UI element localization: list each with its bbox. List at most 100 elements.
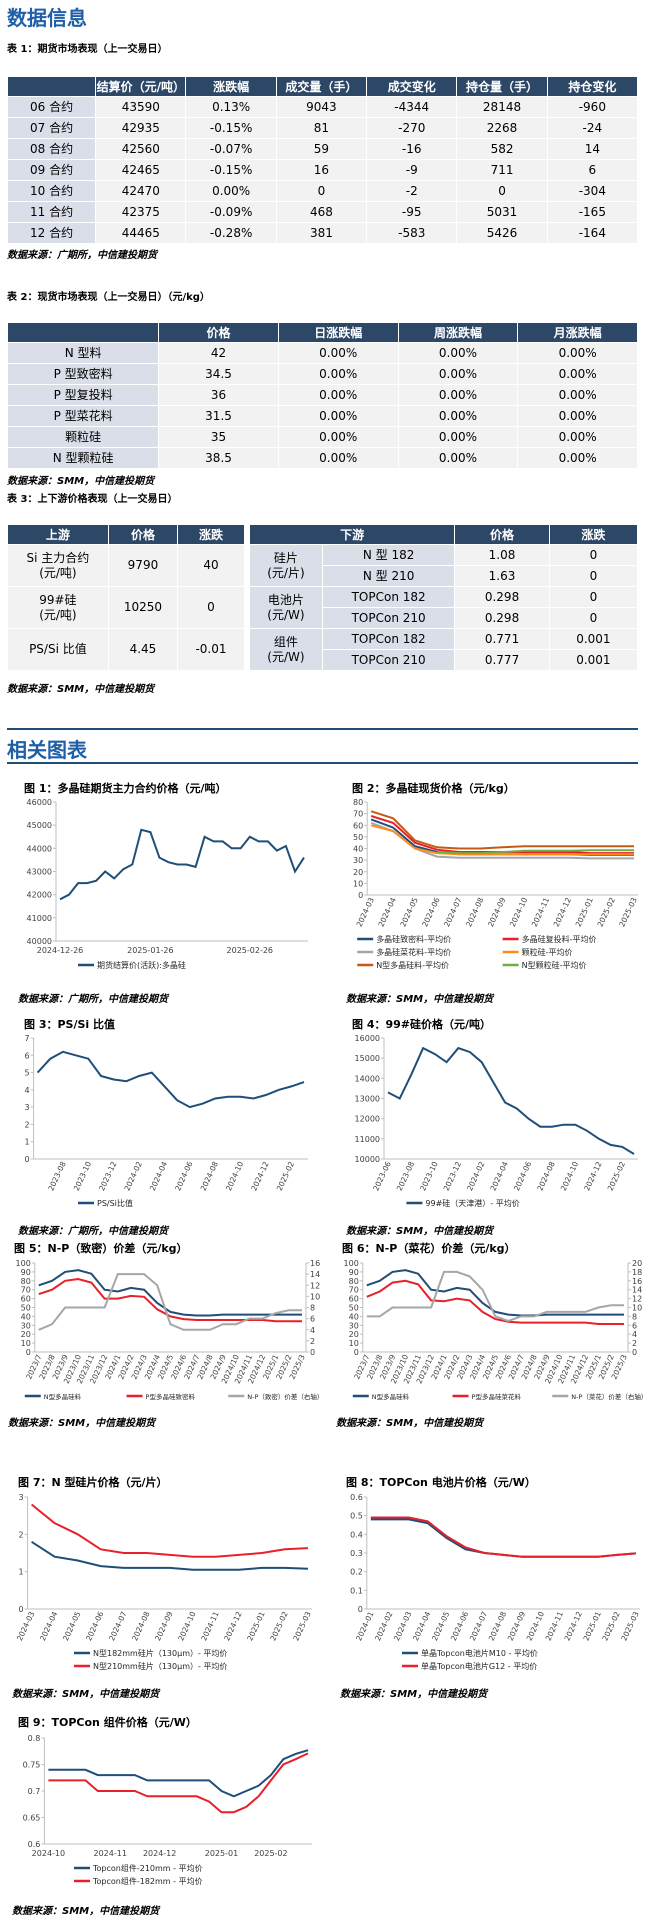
y-tick-label: 0.4 bbox=[350, 1530, 363, 1539]
legend-label: 颗粒硅-平均价 bbox=[522, 947, 573, 957]
table-cell: 0.00% bbox=[397, 426, 519, 448]
x-tick-label: 2024-08 bbox=[535, 1160, 556, 1192]
x-tick-label: 2024-12 bbox=[249, 1160, 270, 1192]
y-tick-label: 0.1 bbox=[350, 1586, 363, 1595]
y-tick-label: 15000 bbox=[355, 1054, 380, 1063]
table-cell: -9 bbox=[366, 159, 458, 181]
table-cell: -0.15% bbox=[185, 117, 277, 139]
y-tick-label: 44000 bbox=[27, 844, 52, 853]
x-tick-label: 2024-12 bbox=[563, 1610, 584, 1642]
x-tick-label: 2024-06 bbox=[84, 1610, 105, 1642]
table-cell: 0.00% bbox=[517, 342, 638, 364]
x-tick-label: 2025-02 bbox=[275, 1160, 296, 1192]
header-row: 价格 日涨跌幅 周涨跌幅 月涨跌幅 bbox=[6, 322, 638, 343]
y-tick-label: 12000 bbox=[355, 1115, 380, 1124]
table-cell: 5426 bbox=[456, 222, 548, 244]
x-tick-label: 2025-01 bbox=[245, 1610, 266, 1642]
data-table: 价格 日涨跌幅 周涨跌幅 月涨跌幅 N 型料 42 0.00% 0.00% 0.00% P 型致密… bbox=[6, 322, 638, 469]
divider bbox=[7, 728, 638, 730]
table-cell: -0.28% bbox=[185, 222, 277, 244]
x-tick-label: 2024-10 bbox=[508, 896, 529, 928]
y-tick-label: 60 bbox=[353, 821, 363, 830]
y-tick-label: 90 bbox=[21, 1268, 31, 1277]
table-cell: P 型复投料 bbox=[6, 384, 160, 406]
y-tick-label: 40 bbox=[21, 1312, 31, 1321]
table-cell: 1.63 bbox=[454, 565, 550, 587]
table-cell: P 型致密料 bbox=[6, 363, 160, 385]
y-tick-label: 60 bbox=[21, 1295, 31, 1304]
table-cell: N 型颗粒硅 bbox=[6, 447, 160, 469]
x-tick-label: 2024-02 bbox=[465, 1160, 486, 1192]
x-tick-label: 2024-05 bbox=[61, 1610, 82, 1642]
legend-label: N型210mm硅片（130μm）- 平均价 bbox=[93, 1661, 227, 1671]
y2-tick-label: 20 bbox=[632, 1259, 642, 1268]
table-cell: 0.001 bbox=[548, 649, 639, 671]
x-tick-label: 2024-09 bbox=[153, 1610, 174, 1642]
y2-tick-label: 12 bbox=[632, 1295, 642, 1304]
header-cell: 下游 bbox=[243, 524, 456, 545]
y-tick-label: 5 bbox=[25, 1069, 30, 1078]
series-line bbox=[38, 1273, 302, 1331]
table-cell: 582 bbox=[456, 138, 548, 160]
table-cell: 42560 bbox=[95, 138, 187, 160]
x-tick-label: 2024-03 bbox=[355, 896, 376, 928]
y2-tick-label: 18 bbox=[632, 1268, 642, 1277]
header-cell: 周涨跌幅 bbox=[397, 322, 519, 343]
table-row: TOPCon 210 0.777 0.001 bbox=[8, 649, 639, 671]
legend-label: PS/Si比值 bbox=[97, 1198, 133, 1208]
y-tick-label: 100 bbox=[16, 1259, 31, 1268]
series-line bbox=[370, 810, 634, 850]
table-row: 12 合约 44465 -0.28% 381 -583 5426 -164 bbox=[6, 222, 639, 244]
table-cell: 0.00% bbox=[517, 384, 638, 406]
x-tick-label: 2025-03 bbox=[617, 896, 638, 928]
y-tick-label: 0.5 bbox=[350, 1512, 363, 1521]
x-tick-label: 2024-12 bbox=[552, 896, 573, 928]
y-tick-label: 30 bbox=[349, 1321, 359, 1330]
table-cell: 0.00% bbox=[517, 426, 638, 448]
x-tick-label: 2025-02 bbox=[268, 1610, 289, 1642]
cell-text: (元/片) bbox=[267, 565, 305, 580]
table-cell: PS/Si 比值 bbox=[7, 628, 109, 671]
y-tick-label: 2 bbox=[19, 1530, 24, 1539]
y-tick-label: 42000 bbox=[27, 891, 52, 900]
chart-title: 图 3：PS/Si 比值 bbox=[24, 1018, 116, 1031]
table-cell: P 型菜花料 bbox=[6, 405, 160, 427]
table-cell: 42375 bbox=[95, 201, 187, 223]
y-tick-label: 70 bbox=[353, 810, 363, 819]
y-tick-label: 30 bbox=[21, 1321, 31, 1330]
table-cell: 0.00% bbox=[277, 426, 399, 448]
table-row: 06 合约 43590 0.13% 9043 -4344 28148 -960 bbox=[6, 96, 639, 118]
table-cell: 42470 bbox=[95, 180, 187, 202]
x-tick-label: 2024-08 bbox=[487, 1610, 508, 1642]
table-row: 11 合约 42375 -0.09% 468 -95 5031 -165 bbox=[6, 201, 639, 223]
table-cell: 0.00% bbox=[277, 405, 399, 427]
y-tick-label: 6 bbox=[25, 1051, 30, 1060]
source-note: 数据来源：SMM，中信建投期货 bbox=[346, 994, 494, 1005]
table-cell: 9790 bbox=[107, 544, 179, 587]
header-cell: 上游 bbox=[7, 524, 109, 545]
data-table: 结算价（元/吨） 涨跌幅 成交量（手） 成交变化 持仓量（手） 持仓变化 06 合约 4359… bbox=[6, 76, 639, 244]
x-tick-label: 2023-10 bbox=[72, 1160, 93, 1192]
y-tick-label: 20 bbox=[349, 1330, 359, 1339]
table-cell: 0.001 bbox=[548, 628, 639, 650]
header-cell bbox=[6, 76, 97, 97]
y-tick-label: 43000 bbox=[27, 868, 52, 877]
x-tick-label: 2024-06 bbox=[449, 1610, 470, 1642]
x-tick-label: 2024-04 bbox=[148, 1160, 169, 1192]
y2-tick-label: 0 bbox=[632, 1348, 637, 1357]
y-tick-label: 10000 bbox=[355, 1155, 380, 1164]
table-row: P 型菜花料 31.5 0.00% 0.00% 0.00% bbox=[6, 405, 638, 427]
legend-label: 多晶硅致密料-平均价 bbox=[376, 934, 451, 944]
table-cell: 0.00% bbox=[277, 363, 399, 385]
table-row: TOPCon 210 0.298 0 bbox=[8, 607, 639, 629]
legend-label: N型多晶硅料 bbox=[44, 1392, 82, 1401]
chart: 0 0.1 0.2 0.3 0.4 0.5 0.6 2024-012024-022024-03… bbox=[350, 1493, 641, 1671]
cell-text: 硅片 bbox=[273, 550, 298, 565]
y-tick-label: 50 bbox=[21, 1304, 31, 1313]
table-cell: 10250 bbox=[107, 586, 179, 629]
x-tick-label: 2023-12 bbox=[97, 1160, 118, 1192]
table-cell: 34.5 bbox=[158, 363, 279, 385]
legend-label: N型颗粒硅-平均价 bbox=[522, 960, 587, 970]
y-tick-label: 40 bbox=[349, 1312, 359, 1321]
